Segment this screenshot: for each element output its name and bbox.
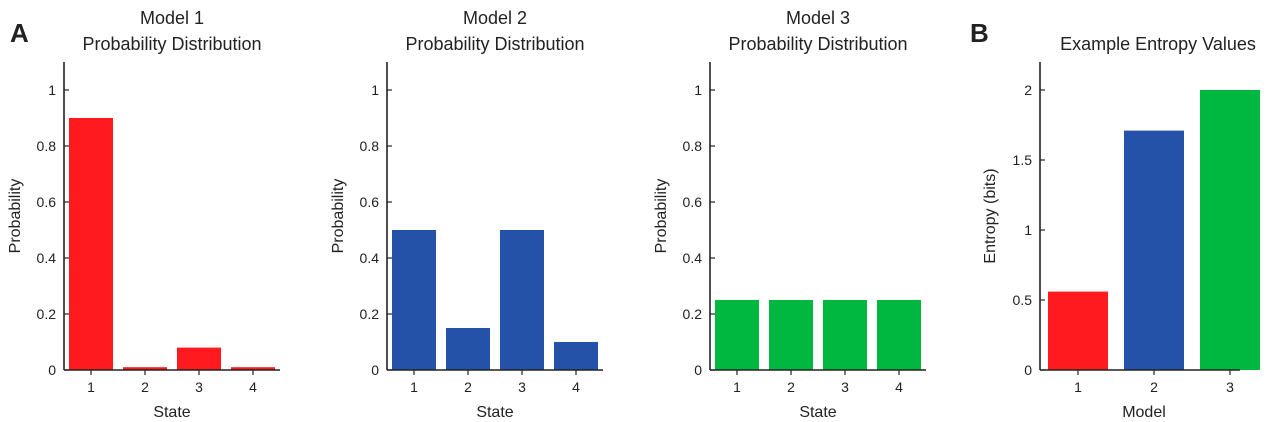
y-tick-label: 0.6 — [360, 194, 380, 210]
y-tick-label: 1 — [48, 82, 56, 98]
panel-label-b: B — [970, 18, 989, 48]
y-tick-label: 0.4 — [360, 250, 380, 266]
x-axis-label: Model — [1122, 404, 1166, 421]
x-tick-label: 3 — [195, 379, 203, 395]
y-tick-label: 0.4 — [683, 250, 703, 266]
y-axis-label: Entropy (bits) — [982, 168, 999, 263]
x-tick-label: 1 — [733, 379, 741, 395]
x-axis-label: State — [476, 404, 513, 421]
chart-model-2-distribution: Model 2 Probability Distribution 1 2 3 4 0 0.2 0… — [330, 8, 603, 421]
bar — [446, 328, 490, 370]
x-tick-label: 2 — [464, 379, 472, 395]
bar — [231, 367, 275, 370]
bar — [69, 118, 113, 370]
y-tick-label: 0.6 — [37, 194, 57, 210]
x-tick-label: 1 — [1074, 379, 1082, 395]
chart-title-line: Model 2 — [463, 8, 527, 28]
y-tick-label: 2 — [1024, 82, 1032, 98]
y-tick-label: 0 — [371, 362, 379, 378]
x-axis-label: State — [153, 404, 190, 421]
x-tick-label: 3 — [1226, 379, 1234, 395]
x-tick-label: 3 — [518, 379, 526, 395]
chart-title-line: Probability Distribution — [82, 34, 261, 54]
y-tick-label: 1 — [371, 82, 379, 98]
y-axis-label: Probability — [653, 179, 670, 254]
bar — [177, 347, 221, 370]
x-tick-label: 4 — [249, 379, 257, 395]
x-tick-label: 4 — [572, 379, 580, 395]
y-tick-label: 0.8 — [37, 138, 57, 154]
y-axis-label: Probability — [7, 179, 24, 254]
y-tick-label: 0 — [48, 362, 56, 378]
y-tick-label: 0 — [694, 362, 702, 378]
bar — [877, 300, 921, 370]
chart-model-1-distribution: Model 1 Probability Distribution 1 2 3 4 0 0.2 0… — [7, 8, 280, 421]
x-tick-label: 2 — [1150, 379, 1158, 395]
chart-title-line: Example Entropy Values — [1060, 34, 1256, 54]
x-tick-label: 2 — [141, 379, 149, 395]
bar — [1124, 130, 1184, 370]
y-axis-label: Probability — [330, 179, 347, 254]
x-tick-label: 4 — [895, 379, 903, 395]
y-tick-label: 0.2 — [360, 306, 380, 322]
y-tick-label: 0 — [1024, 362, 1032, 378]
bar — [554, 342, 598, 370]
y-tick-label: 0.8 — [683, 138, 703, 154]
chart-model-3-distribution: Model 3 Probability Distribution 1 2 3 4 0 0.2 0… — [653, 8, 926, 421]
bar — [123, 367, 167, 370]
y-tick-label: 0.2 — [37, 306, 57, 322]
chart-entropy-values: Example Entropy Values 1 2 3 0 0.5 1 1.5 2 Model E… — [982, 34, 1260, 421]
panel-label-a: A — [10, 18, 29, 48]
chart-title-line: Probability Distribution — [728, 34, 907, 54]
y-tick-label: 1 — [1024, 222, 1032, 238]
bar — [715, 300, 759, 370]
bar — [769, 300, 813, 370]
bar — [1200, 90, 1260, 370]
chart-title-line: Probability Distribution — [405, 34, 584, 54]
bar — [1048, 291, 1108, 370]
bar — [392, 230, 436, 370]
x-tick-label: 2 — [787, 379, 795, 395]
bar — [823, 300, 867, 370]
y-tick-label: 0.4 — [37, 250, 57, 266]
x-tick-label: 1 — [87, 379, 95, 395]
chart-title-line: Model 1 — [140, 8, 204, 28]
x-tick-label: 3 — [841, 379, 849, 395]
bar — [500, 230, 544, 370]
y-tick-label: 0.6 — [683, 194, 703, 210]
y-tick-label: 1.5 — [1013, 152, 1033, 168]
x-axis-label: State — [799, 404, 836, 421]
x-tick-label: 1 — [410, 379, 418, 395]
y-tick-label: 0.8 — [360, 138, 380, 154]
chart-title-line: Model 3 — [786, 8, 850, 28]
y-tick-label: 1 — [694, 82, 702, 98]
y-tick-label: 0.2 — [683, 306, 703, 322]
y-tick-label: 0.5 — [1013, 292, 1033, 308]
